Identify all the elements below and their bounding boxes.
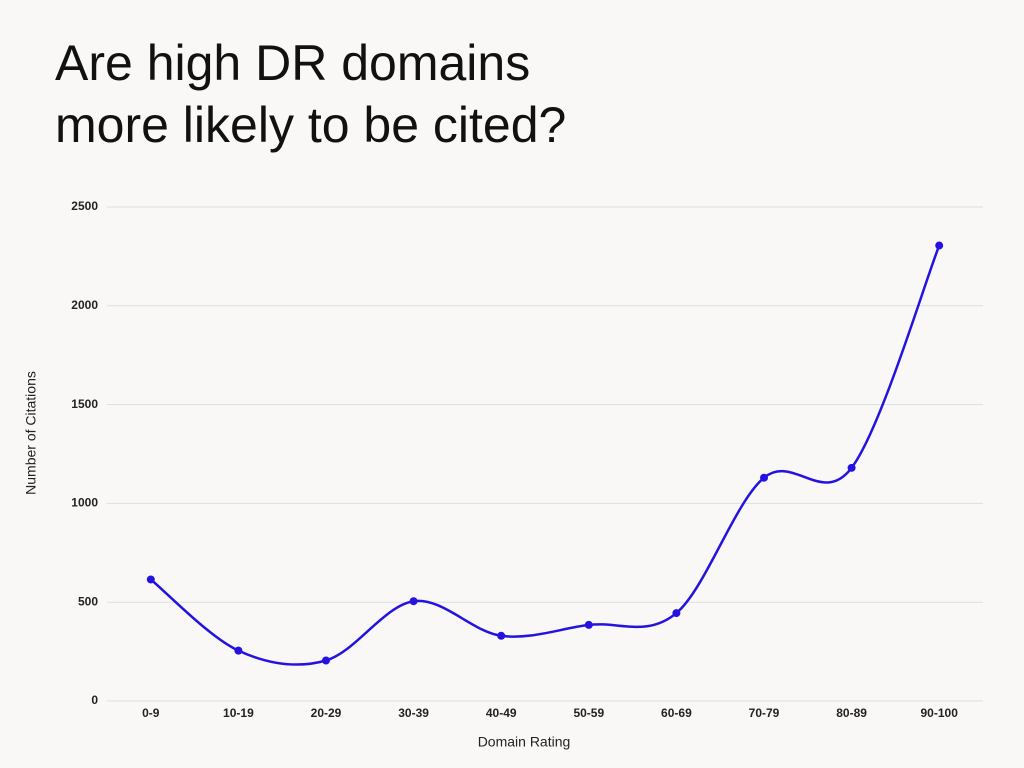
x-tick-label: 50-59	[573, 706, 604, 720]
y-tick-label: 2000	[71, 298, 98, 312]
x-axis-title: Domain Rating	[478, 734, 571, 750]
point	[322, 656, 330, 665]
point	[935, 241, 944, 250]
x-tick-label: 70-79	[749, 706, 780, 720]
point	[760, 473, 768, 482]
point	[146, 575, 155, 584]
point	[847, 463, 856, 472]
point	[234, 646, 243, 655]
y-tick-label: 1000	[71, 496, 98, 510]
y-tick-label: 500	[78, 594, 98, 608]
point	[409, 597, 418, 606]
y-tick-label: 1500	[71, 397, 98, 411]
point	[672, 609, 681, 618]
y-tick-label: 0	[91, 693, 98, 707]
x-tick-label: 0-9	[142, 706, 160, 720]
point	[584, 620, 593, 629]
x-tick-label: 20-29	[311, 706, 342, 720]
y-axis-title: Number of Citations	[23, 371, 39, 495]
y-tick-label: 2500	[71, 199, 98, 213]
point	[497, 631, 506, 640]
x-tick-label: 60-69	[661, 706, 692, 720]
x-tick-label: 10-19	[223, 706, 254, 720]
x-tick-label: 90-100	[921, 706, 959, 720]
chart-title: Are high DR domains more likely to be ci…	[55, 35, 567, 153]
x-tick-label: 30-39	[398, 706, 429, 720]
x-tick-label: 80-89	[836, 706, 867, 720]
x-tick-label: 40-49	[486, 706, 517, 720]
